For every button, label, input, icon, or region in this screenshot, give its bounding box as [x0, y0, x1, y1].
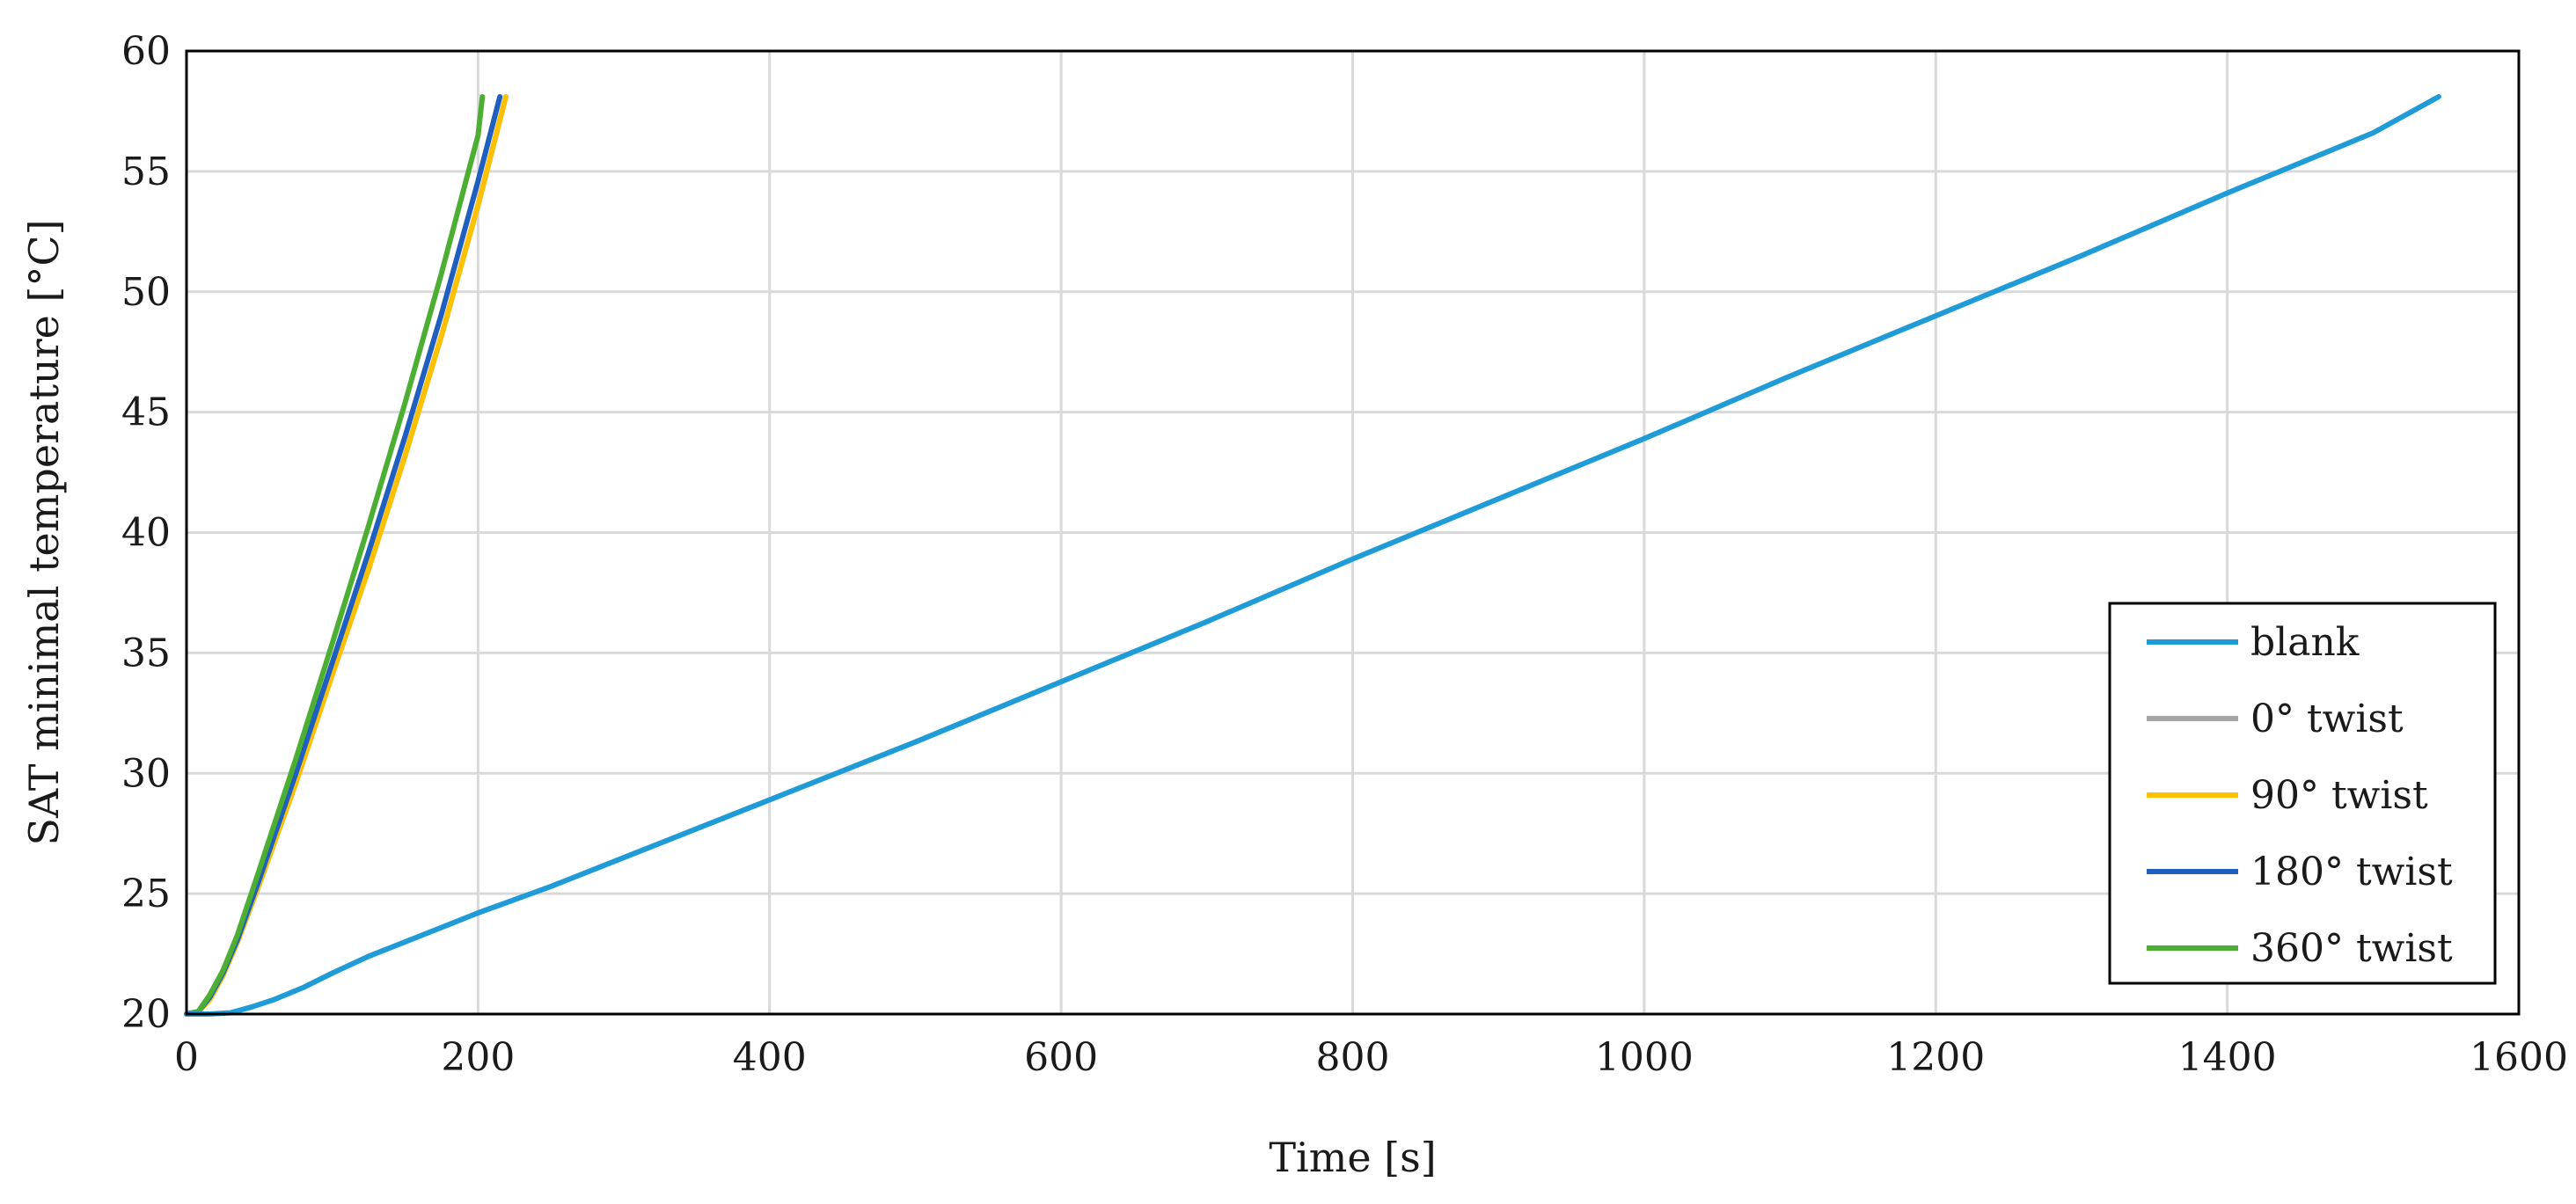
y-tick-label: 25: [121, 872, 171, 916]
x-tick-label: 800: [1316, 1035, 1390, 1080]
y-tick-label: 35: [121, 631, 171, 675]
x-tick-labels: 0 200 400 600 800 1000 1200 1400 1600: [174, 1035, 2568, 1080]
y-axis-title: SAT minimal temperature [°C]: [20, 219, 68, 845]
y-tick-label: 50: [121, 270, 171, 315]
x-tick-label: 200: [441, 1035, 515, 1080]
x-tick-label: 1000: [1595, 1035, 1694, 1080]
y-tick-label: 45: [121, 390, 171, 435]
series-line-4: [184, 94, 486, 1017]
x-tick-label: 1400: [2178, 1035, 2277, 1080]
y-tick-label: 55: [121, 150, 171, 194]
legend-label-3: 180° twist: [2250, 850, 2453, 894]
x-axis-title: Time [s]: [1269, 1134, 1436, 1181]
legend-label-1: 0° twist: [2250, 697, 2404, 741]
y-tick-labels: 20 25 30 35 40 45 50 55 60: [121, 29, 171, 1037]
series-line-1: [184, 94, 509, 1017]
x-tick-label: 0: [174, 1035, 199, 1080]
plot-frame: [185, 49, 2521, 1016]
series-line-0: [184, 94, 2441, 1017]
y-tick-label: 60: [121, 29, 171, 74]
series-lines: [184, 94, 2441, 1017]
x-tick-label: 1200: [1886, 1035, 1985, 1080]
legend-label-0: blank: [2250, 620, 2360, 665]
x-tick-label: 1600: [2470, 1035, 2568, 1080]
y-tick-label: 20: [121, 992, 171, 1037]
y-tick-label: 30: [121, 751, 171, 796]
legend-label-2: 90° twist: [2250, 773, 2428, 818]
y-tick-label: 40: [121, 511, 171, 556]
x-tick-label: 400: [733, 1035, 807, 1080]
series-line-2: [184, 94, 509, 1017]
x-tick-label: 600: [1024, 1035, 1098, 1080]
legend: blank 0° twist 90° twist 180° twist 360° twi…: [2108, 602, 2497, 985]
legend-label-4: 360° twist: [2250, 926, 2453, 971]
